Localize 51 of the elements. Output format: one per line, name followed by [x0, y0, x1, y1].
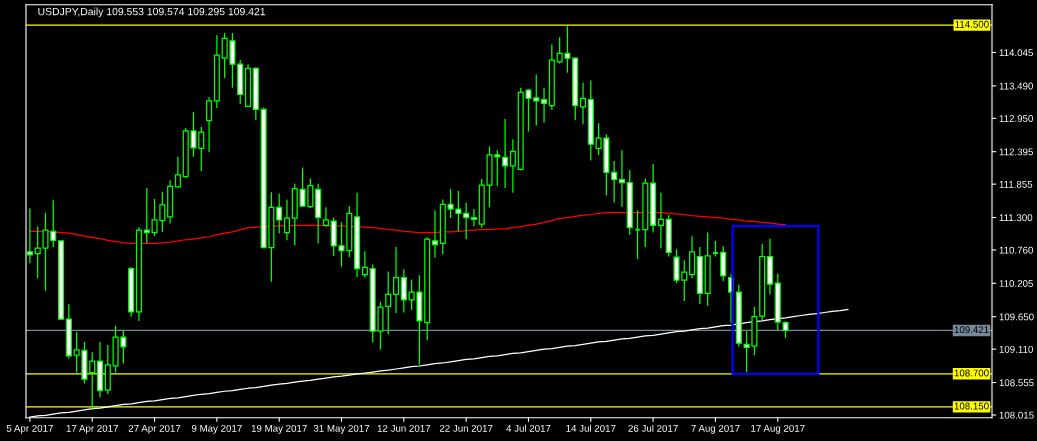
x-tick-label: 27 Apr 2017 — [128, 424, 181, 434]
x-tick-label: 4 Jul 2017 — [506, 424, 551, 432]
candlestick — [689, 235, 696, 279]
y-tick-label: 108.015 — [999, 411, 1034, 419]
candlestick — [720, 245, 727, 282]
y-tick-label: 112.950 — [999, 115, 1033, 122]
y-tick-label: 114.045 — [999, 49, 1033, 57]
candlestick — [400, 268, 407, 314]
ref-line-label: 114.500 — [955, 20, 989, 28]
y-tick-label: 108.555 — [999, 379, 1034, 387]
ref-line-label: 108.150 — [954, 402, 989, 410]
x-tick-label: 17 Aug 2017 — [751, 424, 805, 434]
x-tick-label: 19 May 2017 — [251, 424, 307, 434]
x-tick-label: 5 Apr 2017 — [6, 424, 53, 434]
candlestick — [89, 351, 96, 411]
x-tick-label: 12 Jun 2017 — [377, 424, 431, 432]
candlestick — [618, 149, 625, 208]
ref-line-label: 108.700 — [954, 369, 989, 377]
candlestick — [393, 246, 400, 314]
candlestick — [502, 118, 509, 189]
candlestick — [174, 156, 181, 189]
candlestick — [470, 208, 477, 228]
candlestick — [463, 202, 470, 240]
x-tick-label: 22 Jun 2017 — [439, 424, 493, 432]
candlestick — [361, 250, 368, 279]
candlestick — [657, 192, 664, 249]
candlestick — [283, 198, 291, 241]
candlestick — [509, 138, 516, 194]
candlestick — [611, 160, 618, 204]
candlestick — [541, 87, 548, 124]
x-tick-label: 9 May 2017 — [191, 424, 242, 434]
y-tick-label: 109.650 — [999, 313, 1034, 321]
y-tick-label: 113.490 — [999, 82, 1033, 90]
candlestick — [322, 206, 329, 228]
x-tick-label: 17 Apr 2017 — [66, 424, 118, 434]
y-tick-label: 109.110 — [999, 345, 1033, 353]
candlestick — [276, 192, 283, 234]
x-tick-label: 31 May 2017 — [313, 424, 370, 434]
y-tick-label: 110.205 — [999, 280, 1033, 287]
x-tick-label: 7 Aug 2017 — [691, 424, 740, 434]
candlestick — [431, 209, 439, 259]
x-tick-label: 14 Jul 2017 — [566, 424, 616, 432]
y-tick-label: 111.855 — [999, 180, 1033, 188]
chart-title: USDJPY,Daily 109.553 109.574 109.295 109.421 — [38, 7, 266, 18]
candlestick — [206, 96, 213, 153]
x-tick-label: 26 Jul 2017 — [628, 424, 678, 432]
candlestick — [579, 82, 587, 125]
ref-line-label: 109.421 — [954, 326, 989, 334]
y-tick-label: 111.300 — [999, 214, 1033, 222]
y-tick-label: 110.760 — [999, 246, 1033, 254]
y-tick-label: 112.395 — [999, 148, 1033, 156]
